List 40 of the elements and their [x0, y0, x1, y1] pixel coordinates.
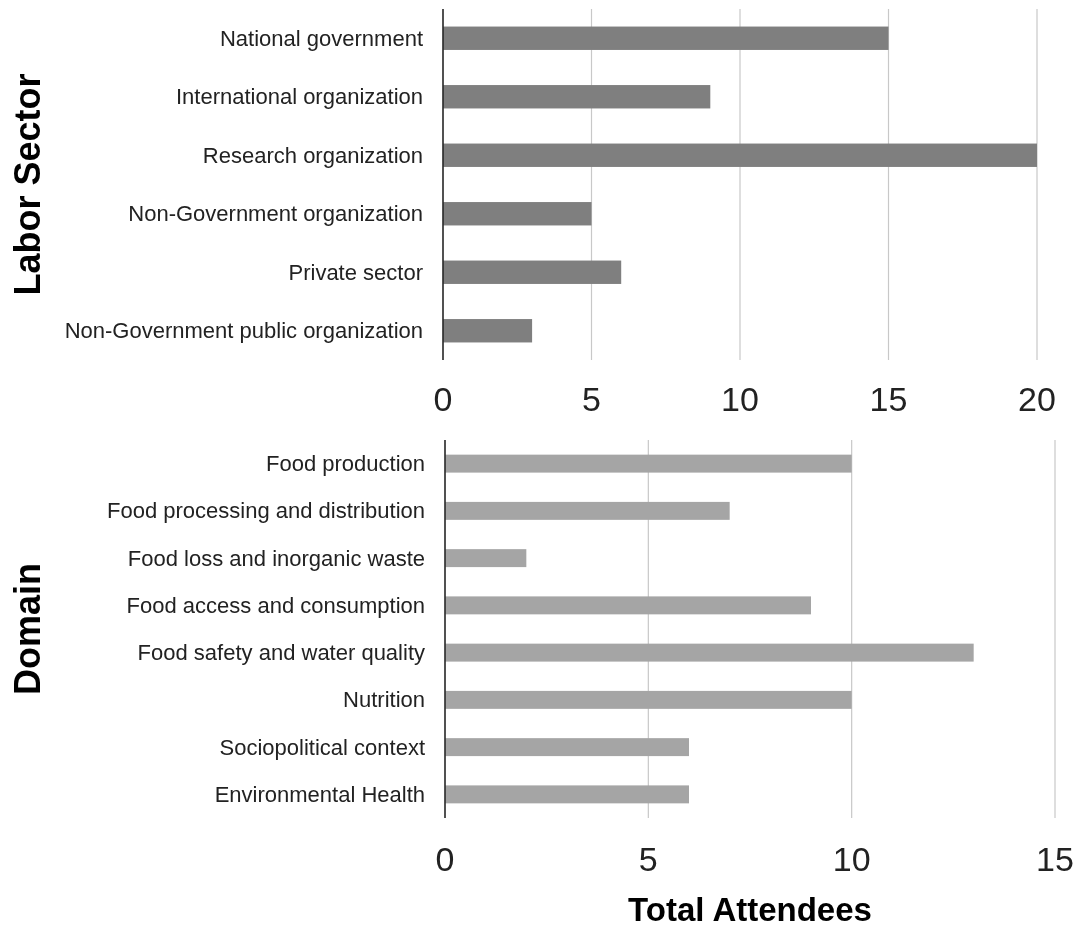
y-tick-label: Food production [266, 451, 425, 477]
bar [443, 143, 1037, 167]
bar [445, 690, 852, 709]
y-axis-title: Labor Sector [7, 73, 48, 296]
x-tick-label: 20 [1018, 380, 1056, 418]
bar [445, 501, 730, 520]
bar [443, 319, 533, 343]
x-tick-label: 10 [832, 840, 871, 878]
x-tick-label: 0 [435, 840, 455, 878]
y-tick-label: Private sector [288, 259, 423, 285]
bar [445, 596, 811, 615]
y-tick-label: Food loss and inorganic waste [127, 545, 425, 571]
y-tick-label: International organization [175, 84, 423, 110]
x-tick-label: 5 [582, 380, 601, 418]
y-axis-title: Domain [7, 562, 48, 696]
x-tick-label: 10 [721, 380, 759, 418]
bar [443, 260, 622, 284]
y-tick-label: Food processing and distribution [107, 498, 425, 524]
x-tick-label: 15 [1036, 840, 1074, 878]
y-tick-label: Non-Government organization [128, 201, 423, 227]
bar [443, 202, 592, 226]
y-tick-label: Food access and consumption [126, 592, 425, 618]
y-tick-label: Nutrition [343, 687, 425, 713]
x-tick-label: 15 [869, 380, 908, 418]
y-tick-label: Food safety and water quality [137, 640, 425, 666]
x-axis-title: Total Attendees [628, 891, 872, 926]
y-tick-label: Non-Government public organization [64, 318, 423, 344]
bar [445, 454, 852, 473]
x-tick-label: 0 [433, 380, 453, 418]
bar [443, 26, 889, 50]
bar [445, 643, 974, 662]
x-tick-label: 5 [638, 840, 658, 878]
bar [445, 549, 527, 568]
y-tick-label: National government [219, 25, 423, 51]
bar [445, 785, 689, 804]
y-tick-label: Research organization [202, 142, 423, 168]
bar [445, 738, 689, 757]
bar [443, 85, 711, 109]
y-tick-label: Sociopolitical context [219, 734, 425, 760]
y-tick-label: Environmental Health [214, 781, 425, 807]
